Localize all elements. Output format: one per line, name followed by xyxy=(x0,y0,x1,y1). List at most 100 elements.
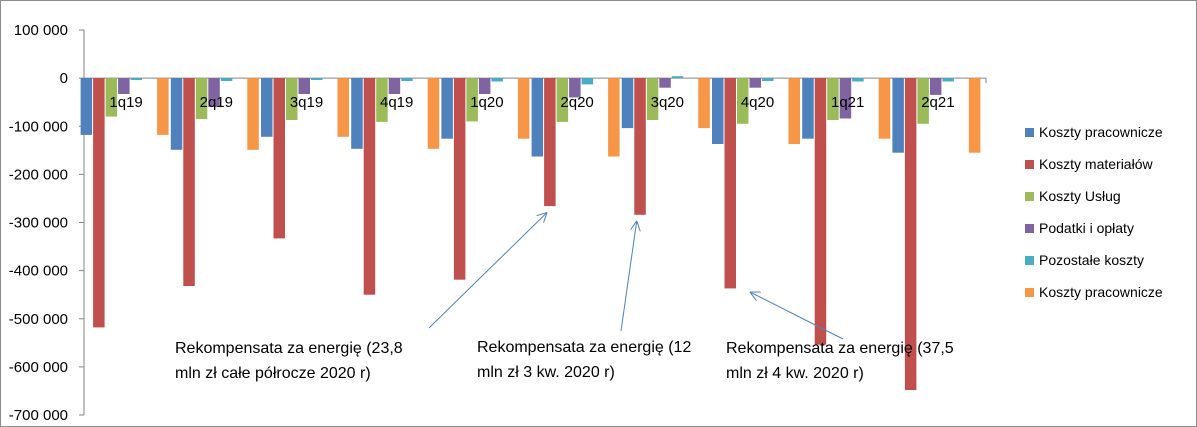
category-label: 3q19 xyxy=(290,94,323,111)
bar xyxy=(80,78,93,135)
bar xyxy=(942,78,954,82)
category-label: 4q20 xyxy=(741,94,774,111)
y-tick-label: 0 xyxy=(60,70,68,87)
bar xyxy=(401,78,413,81)
bar xyxy=(441,78,453,139)
y-tick-label: -100 000 xyxy=(9,118,68,135)
bar xyxy=(852,78,864,82)
bar xyxy=(130,78,143,80)
bar xyxy=(261,78,273,137)
legend-label: Koszty pracownicze xyxy=(1039,124,1163,140)
legend-swatch xyxy=(1025,128,1034,137)
legend-swatch xyxy=(1025,288,1034,297)
bar xyxy=(220,78,233,81)
bar xyxy=(195,78,208,119)
bar xyxy=(247,78,259,150)
legend: Koszty pracownicze Koszty materiałów Koszt… xyxy=(1025,124,1163,300)
legend-swatch xyxy=(1025,192,1034,201)
bar xyxy=(788,78,800,144)
bar xyxy=(376,78,388,122)
bar xyxy=(427,78,440,149)
bar xyxy=(827,78,839,120)
y-tick-label: 100 000 xyxy=(14,22,68,39)
bar xyxy=(388,78,401,94)
category-label: 2q20 xyxy=(560,94,593,111)
bar xyxy=(105,78,118,117)
bar xyxy=(608,78,620,157)
bar xyxy=(802,78,814,139)
bar xyxy=(337,78,349,137)
legend-label: Pozostałe koszty xyxy=(1039,252,1144,268)
annotation-text: Rekompensata za energię (37,5 xyxy=(726,340,954,357)
legend-label: Podatki i opłaty xyxy=(1039,220,1134,236)
bar xyxy=(208,78,220,107)
bar xyxy=(183,78,195,286)
annotation-arrow xyxy=(428,213,546,329)
bar xyxy=(118,78,130,94)
annotation-text: Rekompensata za energię (12 xyxy=(477,339,691,356)
bar xyxy=(544,78,556,207)
y-tick-label: -500 000 xyxy=(9,311,68,328)
bar xyxy=(453,78,466,280)
bar xyxy=(478,78,491,94)
bar xyxy=(917,78,929,124)
category-label: 3q20 xyxy=(651,94,684,111)
bar xyxy=(273,78,285,239)
bar xyxy=(814,78,827,345)
bar xyxy=(878,78,891,139)
category-label: 1q21 xyxy=(831,94,864,111)
bar xyxy=(351,78,363,149)
category-label: 2q21 xyxy=(921,94,954,111)
bar xyxy=(892,78,904,153)
bar xyxy=(531,78,544,157)
annotation-arrow xyxy=(751,292,844,340)
bar xyxy=(157,78,169,135)
annotation-text: mln zł całe półrocze 2020 r) xyxy=(175,365,371,382)
bar xyxy=(170,78,183,150)
category-label: 2q19 xyxy=(200,94,233,111)
bar xyxy=(762,78,774,81)
bar xyxy=(737,78,749,124)
y-tick-label: -700 000 xyxy=(9,407,68,424)
annotation-arrow xyxy=(620,222,637,332)
bar xyxy=(569,78,581,98)
bar xyxy=(646,78,659,120)
annotation-text: Rekompensata za energię (23,8 xyxy=(175,340,403,357)
y-tick-label: -400 000 xyxy=(9,263,68,280)
bar xyxy=(491,78,503,82)
bar xyxy=(671,76,684,79)
legend-label: Koszty pracownicze xyxy=(1039,284,1163,300)
annotations: Rekompensata za energię (23,8 mln zł całe… xyxy=(175,213,954,382)
bar xyxy=(634,78,646,215)
bar xyxy=(659,78,671,88)
bar xyxy=(93,78,105,328)
bar xyxy=(839,78,852,119)
bar xyxy=(517,78,530,139)
bar xyxy=(698,78,710,129)
bar xyxy=(904,78,917,390)
bar xyxy=(466,78,478,122)
bar xyxy=(311,78,323,80)
bar xyxy=(286,78,298,120)
annotation-text: mln zł 3 kw. 2020 r) xyxy=(477,364,615,381)
category-labels: 1q19 2q19 3q19 4q19 1q20 2q20 3q20 4q20 1q21 2q21 xyxy=(109,94,954,111)
legend-swatch xyxy=(1025,256,1034,265)
legend-swatch xyxy=(1025,224,1034,233)
legend-swatch xyxy=(1025,160,1034,169)
category-label: 1q19 xyxy=(109,94,142,111)
legend-label: Koszty Usług xyxy=(1039,188,1121,204)
annotation-text: mln zł 4 kw. 2020 r) xyxy=(726,365,864,382)
category-label: 1q20 xyxy=(470,94,503,111)
bar xyxy=(929,78,942,95)
bar xyxy=(712,78,724,144)
y-tick-label: -600 000 xyxy=(9,359,68,376)
bar xyxy=(581,78,594,85)
bar xyxy=(621,78,634,129)
bars xyxy=(80,76,981,390)
bar xyxy=(556,78,569,122)
bar xyxy=(749,78,761,88)
bar xyxy=(968,78,981,153)
legend-label: Koszty materiałów xyxy=(1039,156,1153,172)
